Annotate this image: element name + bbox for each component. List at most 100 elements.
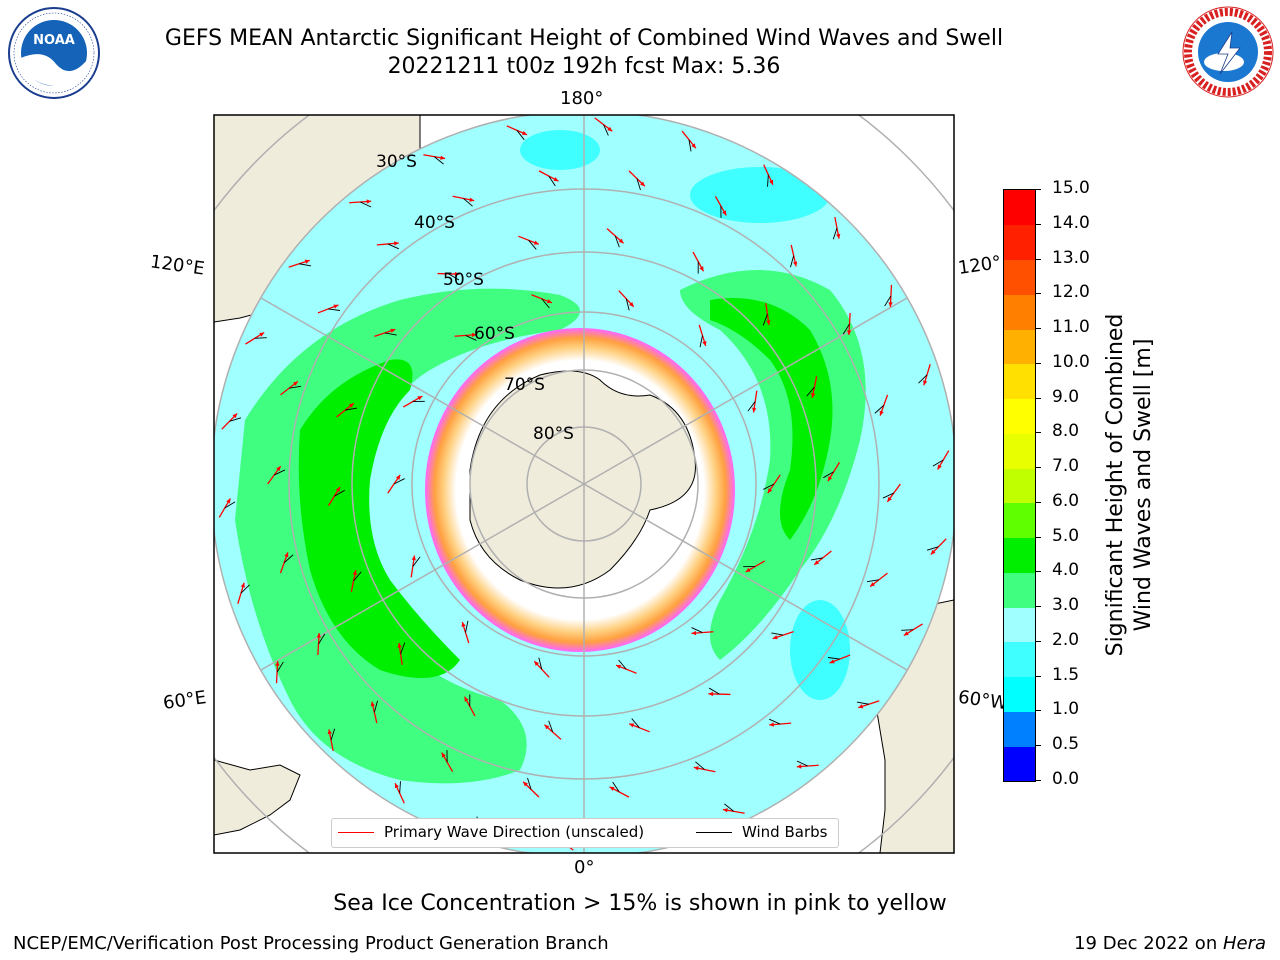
nws-logo <box>1182 6 1274 98</box>
colorbar-tick-label: 8.0 <box>1052 421 1080 442</box>
colorbar-tick-label: 15.0 <box>1052 178 1090 198</box>
colorbar-segment <box>1004 676 1035 712</box>
wave-arrow <box>842 312 852 336</box>
wave-arrow <box>387 474 405 494</box>
footer-date-text: 19 Dec 2022 on <box>1074 933 1223 954</box>
lat-label-80s: 80°S <box>533 424 574 444</box>
wave-arrow <box>461 620 470 644</box>
wave-arrow <box>609 781 630 798</box>
colorbar-segment <box>1004 224 1035 260</box>
wave-arrow <box>280 380 302 396</box>
colorbar-tick-label: 11.0 <box>1052 317 1090 338</box>
legend-label-wave-direction: Primary Wave Direction (unscaled) <box>384 823 645 841</box>
wave-arrow <box>628 170 646 191</box>
wave-arrow <box>628 718 650 733</box>
wave-arrow <box>374 328 397 337</box>
wave-arrow <box>926 538 947 555</box>
chart-subtitle: 20221211 t00z 192h fcst Max: 5.36 <box>387 54 781 79</box>
wave-arrow <box>932 450 950 470</box>
colorbar-tick-label: 12.0 <box>1052 282 1090 303</box>
lat-label-30s: 30°S <box>376 152 417 172</box>
wave-arrow <box>410 555 421 578</box>
wave-arrow <box>327 486 345 506</box>
wave-arrow <box>441 750 454 773</box>
colorbar-title-line2: Wind Waves and Swell [m] <box>1131 338 1156 632</box>
colorbar-segment <box>1004 641 1035 678</box>
lat-label-40s: 40°S <box>414 213 455 233</box>
map-legend: Primary Wave Direction (unscaled) Wind B… <box>331 818 839 848</box>
footer-credit: NCEP/EMC/Verification Post Processing Pr… <box>13 933 609 954</box>
colorbar-tick <box>1035 571 1041 573</box>
colorbar-tick <box>1035 432 1041 434</box>
colorbar-tick-label: 1.5 <box>1052 664 1080 685</box>
colorbar-segment <box>1004 190 1035 226</box>
colorbar-tick-label: 9.0 <box>1052 386 1080 407</box>
colorbar-tick <box>1035 397 1041 399</box>
colorbar-tick <box>1035 675 1041 677</box>
wave-arrow <box>693 761 716 773</box>
wave-arrow <box>349 199 372 208</box>
wave-arrow <box>437 271 460 281</box>
colorbar-tick-label: 4.0 <box>1052 560 1080 581</box>
wave-arrow <box>221 413 242 430</box>
wave-arrow <box>531 294 553 309</box>
wave-arrow <box>823 462 841 482</box>
wave-arrow <box>423 154 446 165</box>
colorbar-tick-label: 1.0 <box>1052 699 1080 720</box>
wave-arrow <box>882 483 901 503</box>
colorbar-segment <box>1004 468 1035 504</box>
colorbar-tick-label: 5.0 <box>1052 525 1080 546</box>
colorbar-segment <box>1004 711 1035 747</box>
legend-item-wave-direction: Primary Wave Direction (unscaled) <box>338 823 644 841</box>
lat-label-70s: 70°S <box>504 375 545 395</box>
land-africa <box>214 759 301 836</box>
wave-arrow <box>397 642 406 665</box>
legend-item-wind-barbs: Wind Barbs <box>696 823 827 841</box>
colorbar-title-line1: Significant Height of Combined <box>1103 313 1128 657</box>
wave-arrow <box>856 700 880 709</box>
colorbar-segment <box>1004 363 1035 400</box>
wave-arrow <box>288 259 312 268</box>
wave-arrow <box>806 376 818 398</box>
map-frame <box>213 114 955 854</box>
colorbar-tick-label: 10.0 <box>1052 351 1090 372</box>
legend-label-wind-barbs: Wind Barbs <box>742 823 828 841</box>
lon-label-top: 180° <box>560 88 604 109</box>
colorbar-tick <box>1035 606 1041 608</box>
colorbar-segment <box>1004 502 1035 539</box>
colorbar-tick-label: 0.0 <box>1052 769 1080 789</box>
wave-arrow <box>722 803 745 814</box>
wave-arrow <box>708 687 731 697</box>
wave-arrow <box>594 117 613 136</box>
wave-arrow <box>350 570 362 592</box>
colorbar-tick <box>1035 258 1041 260</box>
colorbar-tick <box>1035 362 1041 364</box>
colorbar-tick <box>1035 293 1041 295</box>
wave-arrow <box>267 465 286 485</box>
colorbar-tick-label: 3.0 <box>1052 595 1080 616</box>
colorbar-tick-label: 2.0 <box>1052 629 1080 650</box>
colorbar-tick <box>1035 501 1041 503</box>
wave-arrow <box>370 700 378 724</box>
colorbar <box>1003 189 1036 782</box>
colorbar-tick-label: 14.0 <box>1052 212 1090 233</box>
wave-direction-arrows <box>218 117 950 851</box>
colorbar-title: Significant Height of Combined Wind Wave… <box>1102 314 1158 657</box>
wave-arrow <box>518 235 540 250</box>
wave-arrow <box>796 760 819 769</box>
wave-arrow <box>832 216 841 240</box>
wave-arrow <box>316 632 326 656</box>
wave-peak-west <box>298 359 460 678</box>
chart-title: GEFS MEAN Antarctic Significant Height o… <box>164 26 1004 51</box>
wave-arrow <box>544 720 562 740</box>
wave-arrow <box>538 170 559 187</box>
noaa-logo-text: NOAA <box>33 33 75 48</box>
wave-arrow <box>275 661 284 684</box>
wave-arrow <box>279 552 294 574</box>
wave-arrow <box>615 659 637 674</box>
legend-swatch-black <box>696 832 732 833</box>
colorbar-segment <box>1004 572 1035 608</box>
wave-arrow <box>327 728 336 752</box>
colorbar-tick <box>1035 536 1041 538</box>
